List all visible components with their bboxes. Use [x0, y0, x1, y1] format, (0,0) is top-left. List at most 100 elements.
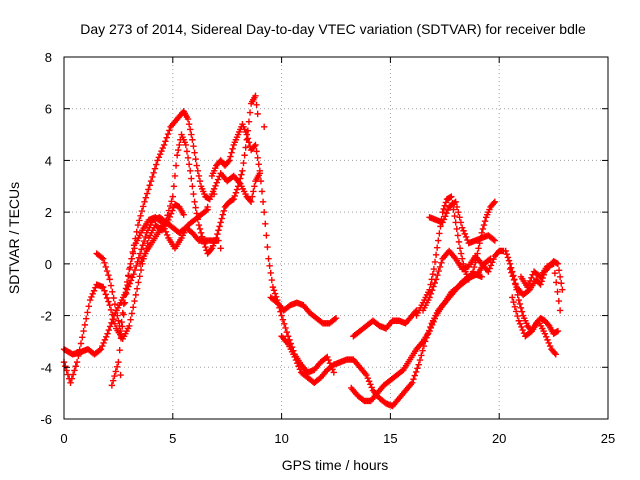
series-track-1	[60, 201, 187, 386]
series-track-6	[208, 121, 338, 376]
data-point	[324, 353, 331, 361]
data-point	[518, 308, 526, 315]
data-point	[243, 131, 250, 138]
data-point	[537, 281, 544, 288]
data-point	[103, 294, 111, 302]
data-point	[202, 243, 209, 251]
data-point	[516, 320, 524, 328]
data-point	[538, 278, 545, 285]
data-point	[512, 280, 519, 287]
data-point	[189, 136, 196, 143]
data-point	[111, 372, 118, 380]
data-point	[233, 186, 241, 193]
data-point	[127, 277, 135, 284]
data-point	[96, 347, 103, 354]
axis-ticks: 0 5 10 15 20 25 -6 -4 -2 0 2 4 6 8	[40, 50, 615, 446]
data-point	[246, 197, 254, 204]
data-point	[172, 162, 180, 169]
data-point	[143, 190, 151, 197]
data-point	[72, 363, 79, 370]
data-point	[194, 167, 202, 174]
data-point	[134, 221, 142, 229]
data-point	[123, 290, 130, 298]
data-point	[81, 321, 89, 329]
data-point	[456, 214, 463, 221]
data-point	[237, 175, 244, 182]
data-point	[99, 283, 107, 291]
data-point	[173, 152, 181, 159]
y-tick-label: -2	[40, 309, 52, 324]
data-point	[426, 294, 433, 301]
data-point	[431, 315, 438, 322]
data-point	[238, 171, 245, 178]
data-point	[296, 366, 304, 373]
data-point	[505, 257, 513, 264]
data-point	[159, 144, 166, 152]
data-point	[216, 223, 223, 230]
data-point	[431, 258, 439, 266]
data-point	[553, 279, 560, 286]
data-point	[452, 198, 459, 205]
data-point	[410, 375, 417, 383]
data-point	[325, 356, 332, 364]
data-point	[103, 333, 110, 340]
data-point	[220, 207, 228, 215]
data-point	[73, 358, 81, 366]
data-point	[266, 262, 273, 269]
data-point	[489, 259, 496, 266]
data-point	[132, 291, 140, 299]
data-point	[184, 154, 192, 162]
data-point	[239, 167, 246, 174]
data-point	[454, 232, 462, 239]
data-point	[121, 291, 129, 299]
data-point	[191, 198, 198, 205]
data-point	[412, 368, 420, 376]
data-point	[187, 167, 194, 174]
data-point	[139, 242, 146, 249]
series-track-16	[509, 294, 559, 358]
data-point	[265, 255, 272, 262]
data-point	[166, 127, 173, 134]
data-point	[434, 272, 441, 279]
data-point	[129, 274, 136, 281]
data-point	[151, 165, 159, 172]
data-point	[228, 149, 235, 156]
data-point	[433, 244, 441, 251]
data-point	[451, 212, 458, 220]
data-point	[106, 302, 113, 309]
data-point	[171, 172, 179, 180]
data-point	[411, 372, 418, 379]
data-point	[459, 255, 466, 262]
data-point	[135, 279, 142, 286]
y-tick-label: 8	[45, 50, 52, 65]
data-point	[195, 221, 203, 229]
data-point	[254, 110, 261, 118]
data-point	[210, 190, 218, 198]
data-point	[440, 216, 448, 223]
data-point	[156, 151, 164, 158]
data-point	[192, 155, 199, 163]
data-point	[332, 314, 340, 322]
data-point	[518, 323, 525, 331]
data-point	[109, 315, 116, 323]
data-point	[415, 361, 422, 368]
data-point	[141, 198, 148, 205]
data-point	[491, 198, 499, 205]
data-point	[260, 208, 268, 216]
data-point	[77, 340, 85, 347]
data-point	[119, 323, 126, 330]
data-point	[558, 280, 565, 287]
data-point	[106, 276, 113, 283]
data-point	[253, 101, 260, 109]
data-point	[117, 327, 124, 335]
data-point	[126, 322, 133, 330]
data-point	[294, 359, 301, 367]
data-point	[525, 280, 532, 288]
data-point	[196, 225, 204, 233]
series-track-17	[517, 260, 564, 314]
data-point	[188, 131, 195, 138]
data-point	[457, 219, 465, 226]
data-point	[439, 208, 446, 216]
data-point	[456, 245, 464, 252]
data-point	[187, 126, 194, 133]
